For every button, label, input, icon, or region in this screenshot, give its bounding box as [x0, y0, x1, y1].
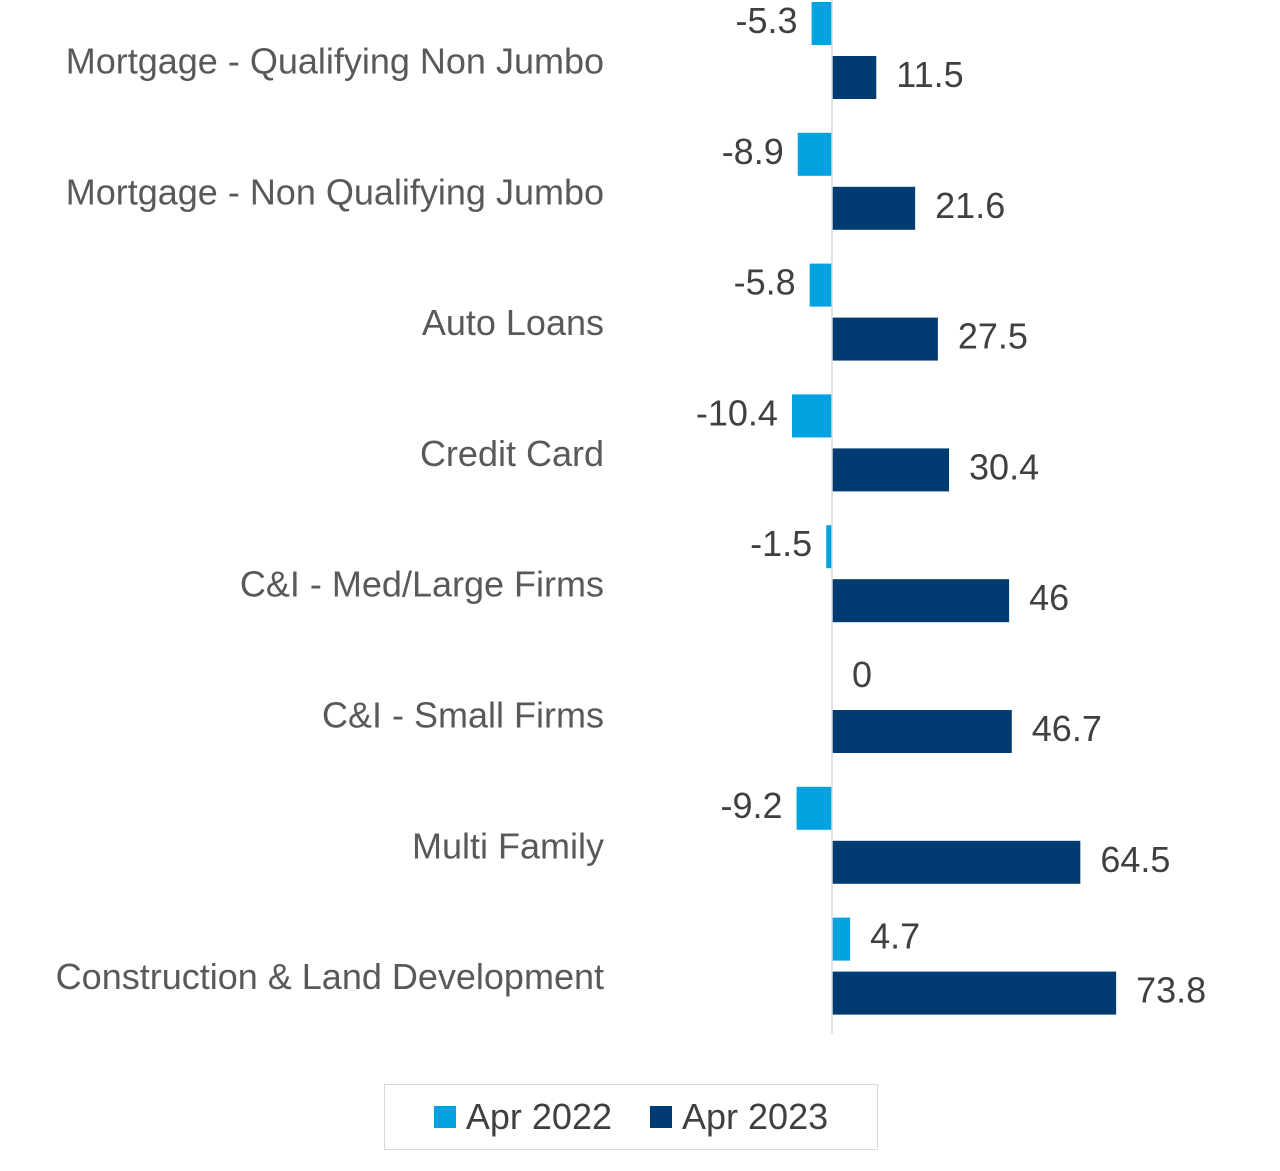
data-label-apr-2023-construction-and-land-development: 73.8 [1136, 970, 1206, 1011]
bar-apr-2023-mortgage-qualifying-non-jumbo [832, 56, 877, 99]
bar-apr-2022-construction-and-land-development [832, 917, 851, 961]
bar-apr-2023-credit-card [832, 448, 950, 492]
legend-label-apr-2023: Apr 2023 [682, 1096, 829, 1137]
bar-apr-2022-auto-loans [809, 263, 832, 307]
labels-layer: Mortgage - Qualifying Non Jumbo -5.3 11.5 M… [56, 0, 1207, 1011]
data-label-apr-2023-credit-card: 30.4 [969, 446, 1039, 487]
bar-apr-2022-candi-med-large-firms [826, 525, 832, 569]
data-label-apr-2022-candi-med-large-firms: -1.5 [750, 523, 812, 564]
category-label-auto-loans: Auto Loans [422, 302, 604, 343]
category-label-mortgage-qualifying-non-jumbo: Mortgage - Qualifying Non Jumbo [66, 41, 604, 82]
bar-apr-2023-multi-family [832, 840, 1081, 884]
bar-apr-2022-mortgage-qualifying-non-jumbo [811, 2, 832, 45]
bar-apr-2022-multi-family [796, 786, 832, 830]
legend-label-apr-2022: Apr 2022 [465, 1096, 612, 1137]
bar-apr-2022-mortgage-non-qualifying-jumbo [797, 132, 832, 176]
category-label-construction-and-land-development: Construction & Land Development [56, 956, 604, 997]
bar-apr-2023-candi-small-firms [832, 710, 1012, 753]
category-label-candi-med-large-firms: C&I - Med/Large Firms [240, 564, 604, 605]
data-label-apr-2022-candi-small-firms: 0 [852, 654, 872, 695]
data-label-apr-2023-mortgage-qualifying-non-jumbo: 11.5 [896, 54, 963, 95]
bar-apr-2022-credit-card [791, 394, 832, 438]
data-label-apr-2023-candi-small-firms: 46.7 [1032, 708, 1102, 749]
bar-apr-2023-mortgage-non-qualifying-jumbo [832, 186, 916, 230]
data-label-apr-2023-mortgage-non-qualifying-jumbo: 21.6 [935, 185, 1005, 226]
legend-item-apr-2022: Apr 2022 [433, 1096, 612, 1138]
legend-swatch-apr-2022 [433, 1106, 456, 1128]
category-label-mortgage-non-qualifying-jumbo: Mortgage - Non Qualifying Jumbo [66, 171, 604, 212]
legend-swatch-apr-2023 [650, 1106, 672, 1128]
data-label-apr-2022-multi-family: -9.2 [721, 785, 783, 826]
data-label-apr-2022-construction-and-land-development: 4.7 [870, 916, 920, 957]
category-label-candi-small-firms: C&I - Small Firms [322, 695, 604, 736]
bar-apr-2023-candi-med-large-firms [832, 579, 1010, 623]
category-label-multi-family: Multi Family [412, 825, 604, 866]
legend-item-apr-2023: Apr 2023 [650, 1096, 828, 1138]
category-label-credit-card: Credit Card [420, 433, 604, 474]
bar-apr-2023-construction-and-land-development [832, 971, 1117, 1015]
data-label-apr-2023-auto-loans: 27.5 [958, 316, 1028, 357]
data-label-apr-2022-credit-card: -10.4 [696, 392, 778, 433]
legend: Apr 2022 Apr 2023 [384, 1084, 878, 1150]
data-label-apr-2023-candi-med-large-firms: 46 [1029, 577, 1069, 618]
data-label-apr-2022-mortgage-non-qualifying-jumbo: -8.9 [722, 131, 784, 172]
bar-apr-2023-auto-loans [832, 317, 938, 361]
bars-layer [791, 2, 1117, 1015]
data-label-apr-2022-mortgage-qualifying-non-jumbo: -5.3 [736, 0, 798, 41]
data-label-apr-2023-multi-family: 64.5 [1100, 839, 1170, 880]
data-label-apr-2022-auto-loans: -5.8 [734, 262, 796, 303]
